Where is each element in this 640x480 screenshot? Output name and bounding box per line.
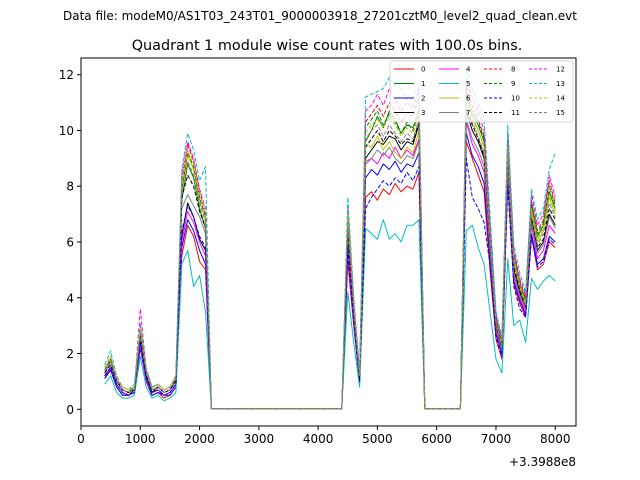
legend-label-10: 10 <box>511 95 520 103</box>
y-tick-label: 12 <box>59 68 74 82</box>
plot-lines <box>104 68 556 410</box>
x-tick-label: 8000 <box>540 432 571 446</box>
legend-label-12: 12 <box>556 66 565 74</box>
legend-label-3: 3 <box>421 109 425 117</box>
y-tick-label: 4 <box>66 291 74 305</box>
legend-label-2: 2 <box>421 95 425 103</box>
x-tick-label: 0 <box>77 432 85 446</box>
x-tick-label: 1000 <box>125 432 156 446</box>
series-line-15 <box>104 104 556 410</box>
y-tick-label: 6 <box>66 236 74 250</box>
legend-label-0: 0 <box>421 66 425 74</box>
chart-title: Quadrant 1 module wise count rates with … <box>132 38 523 54</box>
legend-box <box>389 60 574 123</box>
x-axis: 0 1000 2000 3000 4000 5000 6000 7000 8000 <box>77 426 571 446</box>
legend-label-4: 4 <box>466 66 471 74</box>
x-offset-label: +3.3988e8 <box>509 455 576 469</box>
legend-label-11: 11 <box>511 109 520 117</box>
legend-label-6: 6 <box>466 95 471 103</box>
legend-label-15: 15 <box>556 109 565 117</box>
legend-label-9: 9 <box>511 80 515 88</box>
y-tick-label: 0 <box>66 403 74 417</box>
y-tick-label: 10 <box>59 124 74 138</box>
legend-label-5: 5 <box>466 80 470 88</box>
legend-label-7: 7 <box>466 109 470 117</box>
figure-suptitle: Data file: modeM0/AS1T03_243T01_90000039… <box>63 9 577 23</box>
legend-label-13: 13 <box>556 80 565 88</box>
x-tick-label: 6000 <box>421 432 452 446</box>
legend-label-1: 1 <box>421 80 425 88</box>
x-tick-label: 5000 <box>362 432 393 446</box>
y-tick-label: 8 <box>66 180 74 194</box>
y-tick-label: 2 <box>66 347 74 361</box>
x-tick-label: 2000 <box>184 432 215 446</box>
legend-label-8: 8 <box>511 66 515 74</box>
y-axis: 0 2 4 6 8 10 12 <box>59 68 81 417</box>
x-tick-label: 4000 <box>303 432 334 446</box>
legend-label-14: 14 <box>556 95 565 103</box>
x-tick-label: 7000 <box>481 432 512 446</box>
x-tick-label: 3000 <box>244 432 275 446</box>
